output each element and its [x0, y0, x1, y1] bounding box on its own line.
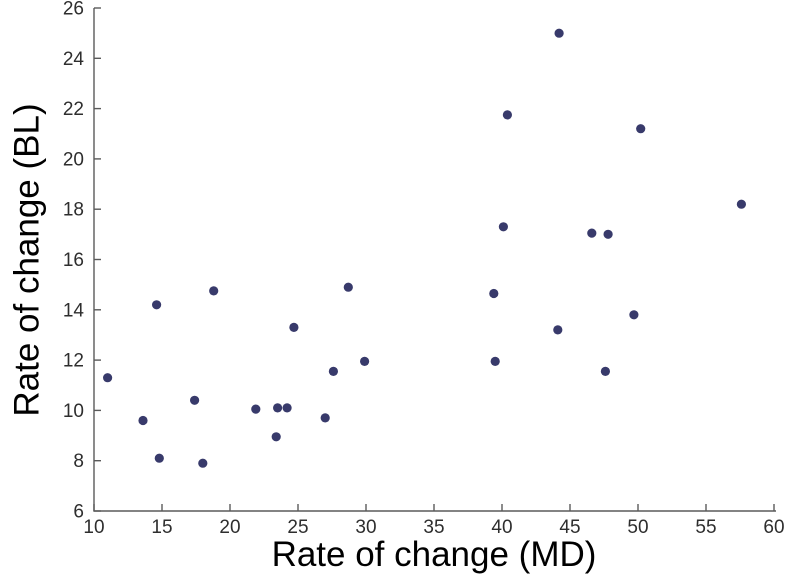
- data-point: [209, 286, 219, 296]
- x-tick-label: 35: [423, 517, 444, 538]
- x-tick-label: 10: [83, 517, 104, 538]
- data-point: [502, 110, 512, 120]
- y-tick-label: 8: [73, 451, 84, 472]
- x-tick-label: 60: [763, 517, 784, 538]
- x-tick-label: 50: [627, 517, 648, 538]
- y-tick-label: 18: [63, 200, 84, 221]
- x-tick-label: 15: [151, 517, 172, 538]
- y-tick-label: 24: [63, 49, 85, 70]
- data-point: [636, 124, 646, 134]
- data-point: [320, 413, 330, 423]
- data-point: [251, 404, 261, 414]
- data-point: [328, 366, 338, 376]
- x-axis-label: Rate of change (MD): [271, 535, 597, 574]
- data-point: [152, 300, 162, 310]
- data-point: [498, 222, 508, 232]
- y-tick-label: 22: [63, 99, 84, 120]
- data-point: [103, 373, 113, 383]
- y-tick-label: 6: [73, 502, 84, 523]
- y-tick-label: 10: [63, 401, 84, 422]
- data-point: [138, 415, 148, 426]
- y-tick-label: 12: [63, 351, 84, 372]
- data-point: [154, 453, 164, 463]
- data-point: [603, 229, 613, 239]
- data-point: [273, 403, 283, 413]
- data-point: [490, 356, 500, 366]
- x-tick-label: 40: [491, 517, 512, 538]
- y-axis-label: Rate of change (BL): [7, 103, 47, 417]
- data-point: [343, 282, 353, 292]
- y-tick-label: 14: [63, 300, 85, 321]
- x-tick-label: 20: [219, 517, 240, 538]
- data-point: [736, 199, 747, 209]
- y-tick-label: 16: [63, 250, 84, 271]
- y-tick-label: 26: [63, 0, 84, 20]
- x-tick-label: 25: [287, 517, 308, 538]
- data-point: [600, 366, 611, 376]
- y-tick-label: 20: [63, 149, 84, 170]
- data-point: [282, 403, 292, 413]
- data-point: [553, 325, 563, 335]
- x-tick-label: 45: [559, 517, 580, 538]
- data-point: [554, 28, 564, 38]
- data-point: [190, 395, 200, 405]
- data-point: [629, 310, 639, 320]
- x-tick-label: 55: [695, 517, 716, 538]
- x-tick-label: 30: [355, 517, 376, 538]
- data-point: [271, 432, 281, 442]
- data-point: [198, 458, 208, 468]
- data-point: [587, 228, 597, 238]
- data-point: [489, 288, 499, 299]
- data-point: [360, 356, 370, 366]
- axis-spine: [93, 8, 776, 512]
- data-point: [289, 322, 299, 332]
